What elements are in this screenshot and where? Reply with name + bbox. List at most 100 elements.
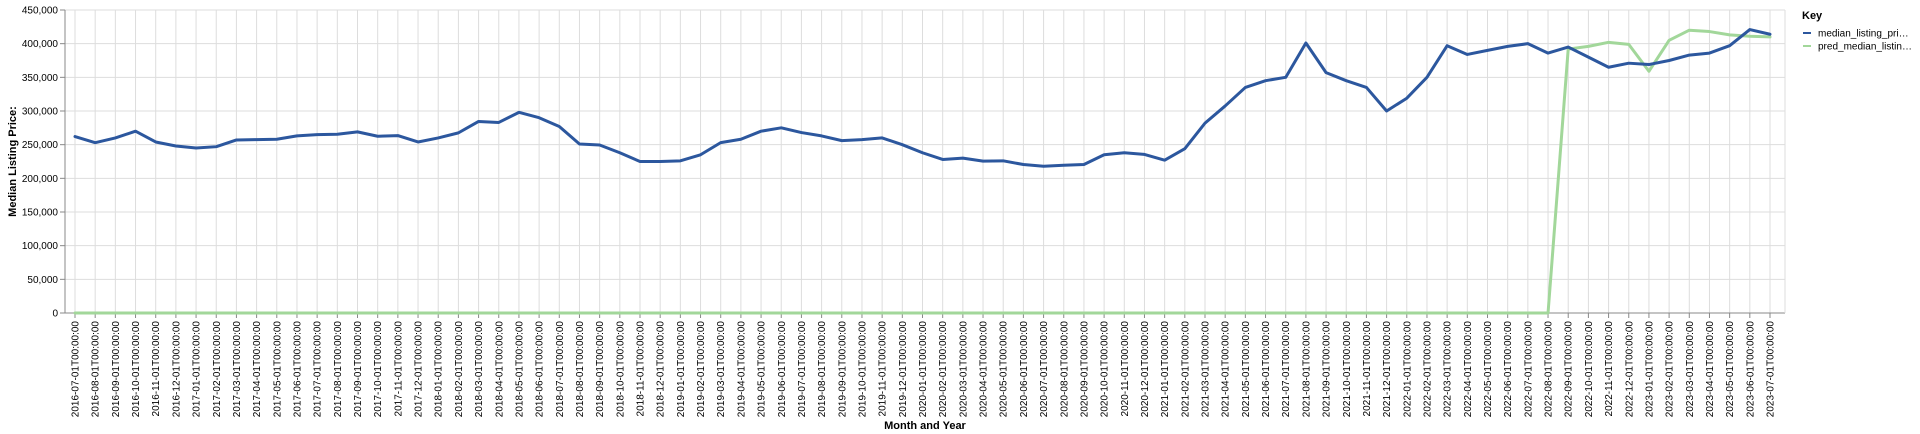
x-tick-label: 2022-09-01T00:00:00: [1564, 321, 1575, 418]
x-tick-label: 2018-06-01T00:00:00: [535, 321, 546, 418]
x-tick-label: 2019-10-01T00:00:00: [857, 321, 868, 418]
x-tick-label: 2021-12-01T00:00:00: [1382, 321, 1393, 418]
x-tick-label: 2017-11-01T00:00:00: [393, 321, 404, 417]
x-tick-label: 2022-07-01T00:00:00: [1523, 321, 1534, 418]
x-tick-label: 2017-08-01T00:00:00: [333, 321, 344, 418]
y-tick-label: 250,000: [22, 140, 59, 151]
legend-label: median_listing_pri…: [1818, 29, 1909, 40]
x-tick-label: 2023-06-01T00:00:00: [1745, 321, 1756, 418]
x-tick-label: 2021-09-01T00:00:00: [1322, 321, 1333, 418]
x-tick-label: 2018-02-01T00:00:00: [454, 321, 465, 418]
x-tick-label: 2021-06-01T00:00:00: [1261, 321, 1272, 418]
x-tick-label: 2021-04-01T00:00:00: [1221, 321, 1232, 418]
x-tick-label: 2017-02-01T00:00:00: [212, 321, 223, 418]
x-tick-label: 2018-12-01T00:00:00: [656, 321, 667, 418]
x-tick-label: 2020-12-01T00:00:00: [1140, 321, 1151, 418]
x-tick-label: 2022-10-01T00:00:00: [1584, 321, 1595, 418]
x-tick-label: 2021-07-01T00:00:00: [1281, 321, 1292, 418]
x-tick-label: 2022-05-01T00:00:00: [1483, 321, 1494, 418]
y-tick-label: 100,000: [22, 241, 59, 252]
x-tick-label: 2023-07-01T00:00:00: [1766, 321, 1777, 418]
x-tick-label: 2019-06-01T00:00:00: [777, 321, 788, 418]
x-tick-label: 2017-10-01T00:00:00: [373, 321, 384, 418]
x-tick-label: 2021-10-01T00:00:00: [1342, 321, 1353, 418]
x-tick-label: 2018-07-01T00:00:00: [555, 321, 566, 418]
x-tick-label: 2023-05-01T00:00:00: [1725, 321, 1736, 418]
gridlines: [65, 9, 1785, 314]
x-tick-label: 2022-01-01T00:00:00: [1402, 321, 1413, 418]
y-tick-label: 150,000: [22, 208, 59, 219]
x-tick-label: 2019-07-01T00:00:00: [797, 321, 808, 418]
x-tick-label: 2021-05-01T00:00:00: [1241, 321, 1252, 418]
x-tick-label: 2020-08-01T00:00:00: [1059, 321, 1070, 418]
x-tick-label: 2018-04-01T00:00:00: [494, 321, 505, 418]
x-tick-label: 2017-09-01T00:00:00: [353, 321, 364, 418]
x-tick-label: 2018-03-01T00:00:00: [474, 321, 485, 418]
x-tick-label: 2016-07-01T00:00:00: [71, 321, 82, 418]
x-tick-label: 2022-06-01T00:00:00: [1503, 321, 1514, 418]
y-axis-title: Median Listing Price:: [7, 106, 19, 217]
y-tick-label: 350,000: [22, 73, 59, 84]
legend: Key median_listing_pri… pred_median_listi…: [1802, 10, 1912, 53]
x-axis-title: Month and Year: [884, 420, 966, 432]
x-tick-label: 2017-01-01T00:00:00: [192, 321, 203, 418]
x-tick-label: 2017-12-01T00:00:00: [414, 321, 425, 418]
x-tick-label: 2019-09-01T00:00:00: [837, 321, 848, 418]
x-tick-label: 2020-10-01T00:00:00: [1100, 321, 1111, 418]
x-tick-label: 2016-08-01T00:00:00: [91, 321, 102, 418]
x-tick-label: 2019-04-01T00:00:00: [736, 321, 747, 418]
tick-labels: 0 50,000 100,000 150,000 200,000 250,000 300,0…: [22, 6, 1777, 418]
x-tick-label: 2022-04-01T00:00:00: [1463, 321, 1474, 418]
legend-label: pred_median_listin…: [1818, 42, 1912, 53]
x-tick-label: 2017-07-01T00:00:00: [313, 321, 324, 418]
x-tick-label: 2020-02-01T00:00:00: [938, 321, 949, 418]
y-tick-label: 400,000: [22, 39, 59, 50]
x-tick-label: 2023-02-01T00:00:00: [1665, 321, 1676, 418]
series-lines: [73, 28, 1772, 315]
x-tick-label: 2016-12-01T00:00:00: [171, 321, 182, 418]
y-tick-label: 450,000: [22, 6, 59, 17]
x-tick-label: 2020-09-01T00:00:00: [1079, 321, 1090, 418]
x-tick-label: 2019-11-01T00:00:00: [878, 321, 889, 417]
x-tick-label: 2020-04-01T00:00:00: [979, 321, 990, 418]
x-tick-label: 2019-01-01T00:00:00: [676, 321, 687, 418]
x-tick-label: 2020-07-01T00:00:00: [1039, 321, 1050, 418]
x-tick-label: 2019-02-01T00:00:00: [696, 321, 707, 418]
x-tick-label: 2019-05-01T00:00:00: [757, 321, 768, 418]
series-line-1: [73, 28, 1772, 315]
x-tick-label: 2017-06-01T00:00:00: [292, 321, 303, 418]
x-tick-label: 2018-10-01T00:00:00: [615, 321, 626, 418]
x-tick-label: 2020-06-01T00:00:00: [1019, 321, 1030, 418]
x-tick-label: 2022-12-01T00:00:00: [1624, 321, 1635, 418]
x-tick-label: 2018-01-01T00:00:00: [434, 321, 445, 418]
x-tick-label: 2019-03-01T00:00:00: [716, 321, 727, 418]
y-tick-label: 0: [52, 309, 58, 320]
legend-title: Key: [1802, 10, 1823, 22]
x-tick-label: 2020-05-01T00:00:00: [999, 321, 1010, 418]
series-line-0: [73, 28, 1772, 168]
x-tick-label: 2016-11-01T00:00:00: [151, 321, 162, 417]
x-tick-label: 2018-05-01T00:00:00: [514, 321, 525, 418]
x-tick-label: 2021-11-01T00:00:00: [1362, 321, 1373, 417]
x-tick-label: 2021-08-01T00:00:00: [1301, 321, 1312, 418]
x-tick-label: 2020-03-01T00:00:00: [958, 321, 969, 418]
y-tick-label: 200,000: [22, 174, 59, 185]
x-tick-label: 2018-08-01T00:00:00: [575, 321, 586, 418]
x-tick-label: 2022-08-01T00:00:00: [1544, 321, 1555, 418]
x-tick-label: 2018-11-01T00:00:00: [636, 321, 647, 417]
x-tick-label: 2021-03-01T00:00:00: [1201, 321, 1212, 418]
x-tick-label: 2023-04-01T00:00:00: [1705, 321, 1716, 418]
x-tick-label: 2019-12-01T00:00:00: [898, 321, 909, 418]
x-tick-label: 2022-11-01T00:00:00: [1604, 321, 1615, 417]
x-tick-label: 2016-10-01T00:00:00: [131, 321, 142, 418]
x-tick-label: 2018-09-01T00:00:00: [595, 321, 606, 418]
x-tick-label: 2020-01-01T00:00:00: [918, 321, 929, 418]
y-tick-label: 300,000: [22, 107, 59, 118]
x-tick-label: 2021-01-01T00:00:00: [1160, 321, 1171, 418]
x-tick-label: 2016-09-01T00:00:00: [111, 321, 122, 418]
x-tick-label: 2023-01-01T00:00:00: [1644, 321, 1655, 418]
x-tick-label: 2021-02-01T00:00:00: [1180, 321, 1191, 418]
x-tick-label: 2022-02-01T00:00:00: [1422, 321, 1433, 418]
